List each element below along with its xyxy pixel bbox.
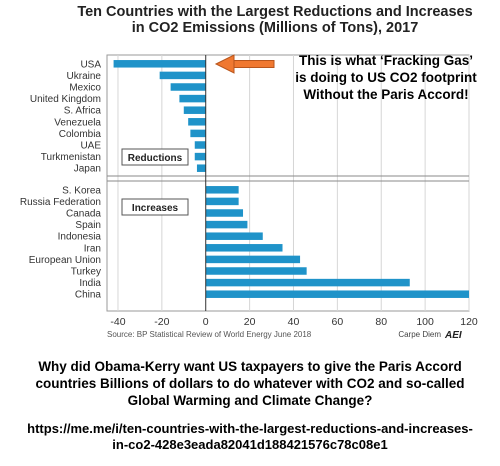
bar [170,83,206,91]
source-link[interactable]: https://me.me/i/ten-countries-with-the-l… [10,421,490,453]
category-label: Japan [74,164,101,175]
credit-label: Carpe Diem [398,330,441,339]
annotation-line-1: This is what ‘Fracking Gas’ [298,53,474,68]
category-label: Turkey [71,267,101,278]
bar [205,197,239,206]
category-label: Indonesia [58,232,102,243]
bar [205,244,283,252]
bar [190,129,206,138]
link-line-2: in-co2-428e3eada82041d188421576c78c08e1 [112,437,388,452]
bar [205,186,239,194]
bar [205,209,244,217]
bar [205,290,469,298]
question-line-2: countries Billions of dollars to do what… [35,376,465,391]
category-label: Iran [84,243,101,254]
category-label: USA [80,59,101,70]
category-label: Colombia [59,129,102,140]
arrow-head [214,54,235,74]
question-line-3: Global Warming and Climate Change? [127,393,373,408]
source-note: Source: BP Statistical Review of World E… [107,330,312,339]
category-label: Venezuela [54,117,101,128]
category-label: Canada [66,209,101,220]
category-label: Russia Federation [20,197,101,208]
annotation-line-2: is doing to US CO2 footprint [295,70,477,85]
annotation-line-3: Without the Paris Accord! [303,87,469,102]
caption-question: Why did Obama-Kerry want US taxpayers to… [10,358,490,409]
category-label: Spain [75,220,101,231]
category-label: S. Africa [64,106,102,117]
aei-logo: AEI [444,330,462,341]
bar [205,232,263,240]
x-tick-label: -40 [110,316,125,328]
x-tick-label: -20 [154,316,169,328]
group-label-box [121,148,189,166]
x-tick-label: 100 [416,316,434,328]
bar [205,220,248,229]
category-label: European Union [29,255,101,266]
bar [205,267,307,275]
category-label: Ukraine [67,71,102,82]
category-label: UAE [80,141,101,152]
question-line-1: Why did Obama-Kerry want US taxpayers to… [38,359,462,374]
bar [194,152,206,161]
category-label: United Kingdom [30,94,101,105]
bar [205,278,410,287]
category-label: Mexico [69,83,101,94]
bar [179,94,206,103]
bar [188,118,206,126]
link-line-1: https://me.me/i/ten-countries-with-the-l… [27,421,473,436]
bar [194,141,206,149]
chart-title-line-1: Ten Countries with the Largest Reduction… [77,4,473,20]
bar [113,60,206,68]
bar [159,71,206,80]
x-tick-label: 0 [203,316,209,328]
group-label: Reductions [128,153,183,164]
category-label: S. Korea [62,185,101,196]
annotation-callout: This is what ‘Fracking Gas’ is doing to … [276,52,496,103]
x-tick-label: 120 [460,316,478,328]
chart-title-line-2: in CO2 Emissions (Millions of Tons), 201… [131,20,419,36]
x-tick-label: 40 [288,316,300,328]
group-label: Increases [132,203,179,214]
x-tick-label: 20 [244,316,256,328]
x-tick-label: 80 [375,316,387,328]
group-label-box [121,198,189,216]
category-label: India [79,278,101,289]
bar [205,255,301,264]
arrow-shaft [231,60,275,68]
chart-title: Ten Countries with the Largest Reduction… [60,4,490,36]
category-label: Turkmenistan [41,152,101,163]
bar [196,164,206,172]
bar [183,106,206,114]
category-label: China [75,290,102,301]
x-tick-label: 60 [332,316,344,328]
